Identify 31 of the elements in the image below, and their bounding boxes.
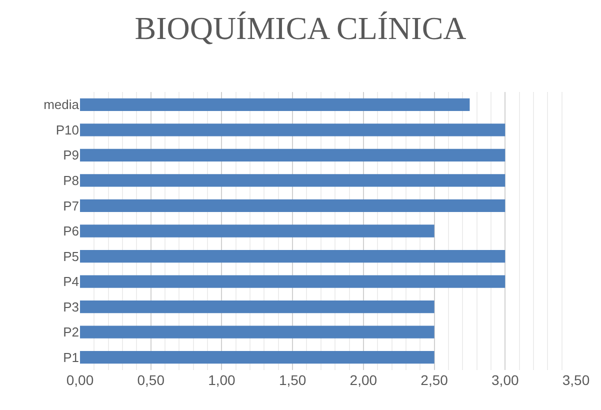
x-tick-label: 1,00 [208,372,236,388]
x-tick-label: 2,00 [350,372,378,388]
y-tick-label: media [44,97,80,112]
x-tick-label: 3,00 [492,372,519,388]
y-tick-label: P2 [63,324,79,340]
y-tick-label: P10 [56,122,79,138]
x-tick-label: 3,50 [562,372,590,388]
y-tick-label: P3 [63,299,79,314]
y-tick-label: P4 [63,274,79,290]
bar [80,275,506,288]
y-tick-label: P9 [63,148,79,163]
y-tick-label: P8 [63,173,79,188]
x-tick-label: 0,00 [66,372,94,388]
bar [80,174,506,187]
bar [80,98,470,111]
bar [80,351,434,364]
y-tick-label: P7 [63,198,79,214]
x-tick-label: 2,50 [420,372,448,388]
y-tick-label: P5 [63,248,79,264]
bar [80,326,434,338]
y-tick-label: P6 [63,224,79,239]
bar [80,250,506,263]
chart-title: BIOQUÍMICA CLÍNICA [134,10,466,46]
bar [80,224,434,238]
bar [80,124,506,136]
bar [80,300,434,314]
x-tick-label: 1,50 [278,372,306,388]
bar [80,148,506,162]
y-tick-label: P1 [63,350,79,365]
bar [80,199,506,212]
x-tick-label: 0,50 [137,372,165,388]
